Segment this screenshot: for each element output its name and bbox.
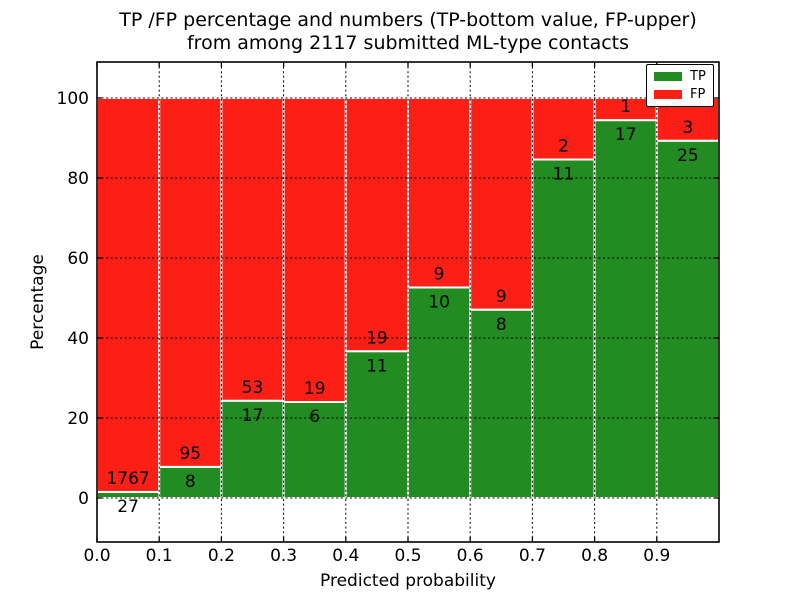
x-tick-label: 0.2 [208, 546, 235, 566]
bar-fp-segment [158, 97, 223, 468]
tp-count-label: 11 [366, 356, 388, 376]
y-tick-label: 60 [67, 249, 89, 269]
plot-border [96, 61, 720, 543]
fp-count-label: 95 [179, 444, 201, 464]
y-tick-label: 0 [78, 489, 89, 509]
bar-fp-segment [531, 97, 596, 161]
fp-count-label: 1767 [106, 469, 149, 489]
fp-count-label: 9 [434, 264, 445, 284]
bar-fp-segment [407, 97, 472, 289]
tp-count-label: 27 [117, 497, 139, 517]
bar-tp-segment [407, 286, 472, 500]
bar-tp-segment [655, 139, 720, 499]
chart-title-line2: from among 2117 submitted ML-type contac… [186, 32, 630, 54]
tp-count-label: 25 [677, 146, 699, 166]
fp-count-label: 53 [242, 378, 264, 398]
y-tick-label: 40 [67, 329, 89, 349]
legend-label-tp: TP [690, 69, 706, 84]
tp-count-label: 10 [428, 292, 450, 312]
bar-fp-segment [469, 97, 534, 311]
y-tick-label: 20 [67, 409, 89, 429]
x-tick-label: 0.5 [394, 546, 421, 566]
tp-count-label: 8 [185, 472, 196, 492]
x-tick-label: 0.9 [643, 546, 670, 566]
x-tick-label: 0.0 [83, 546, 110, 566]
chart-title-line1: TP /FP percentage and numbers (TP-bottom… [119, 9, 697, 31]
gridlines-layer [97, 62, 719, 542]
fp-count-label: 1 [620, 97, 631, 117]
legend: TP FP [646, 64, 714, 107]
bar-tp-segment [469, 308, 534, 500]
tp-count-label: 8 [496, 315, 507, 335]
x-tick-label: 0.3 [270, 546, 297, 566]
y-axis-label: Percentage [28, 254, 48, 350]
y-tick-label: 100 [57, 89, 89, 109]
fp-count-label: 3 [682, 118, 693, 138]
tick-labels-layer: 0.0 0.1 0.2 0.3 0.4 0.5 0.6 0.7 0.8 0.9 0 20 40 60 80 1… [57, 89, 671, 566]
x-tick-label: 0.1 [146, 546, 173, 566]
bars-layer [96, 97, 720, 500]
bar-tp-segment [531, 158, 596, 500]
bar-fp-segment [282, 97, 347, 403]
legend-swatch-fp [654, 90, 682, 99]
chart-title: TP /FP percentage and numbers (TP-bottom… [97, 9, 719, 55]
fp-count-label: 9 [496, 287, 507, 307]
tp-count-label: 17 [242, 406, 264, 426]
x-tick-label: 0.7 [519, 546, 546, 566]
bar-fp-segment [344, 97, 409, 353]
tp-count-label: 11 [553, 165, 575, 185]
x-tick-label: 0.4 [332, 546, 359, 566]
x-tick-label: 0.8 [581, 546, 608, 566]
legend-swatch-tp [654, 72, 682, 81]
bar-tp-segment [220, 399, 285, 499]
tick-marks-layer [96, 62, 719, 542]
fp-count-label: 19 [366, 328, 388, 348]
bar-tp-segment [593, 119, 658, 500]
bar-tp-segment [344, 350, 409, 499]
y-tick-label: 80 [67, 169, 89, 189]
tp-count-label: 17 [615, 125, 637, 145]
fp-count-label: 2 [558, 137, 569, 157]
x-tick-label: 0.6 [457, 546, 484, 566]
bar-fp-segment [220, 97, 285, 402]
tp-count-label: 6 [309, 407, 320, 427]
bar-fp-segment [96, 97, 161, 493]
legend-label-fp: FP [690, 87, 706, 102]
fp-count-label: 19 [304, 379, 326, 399]
x-axis-label: Predicted probability [320, 571, 496, 591]
legend-item-fp: FP [654, 88, 706, 101]
legend-item-tp: TP [654, 70, 706, 83]
